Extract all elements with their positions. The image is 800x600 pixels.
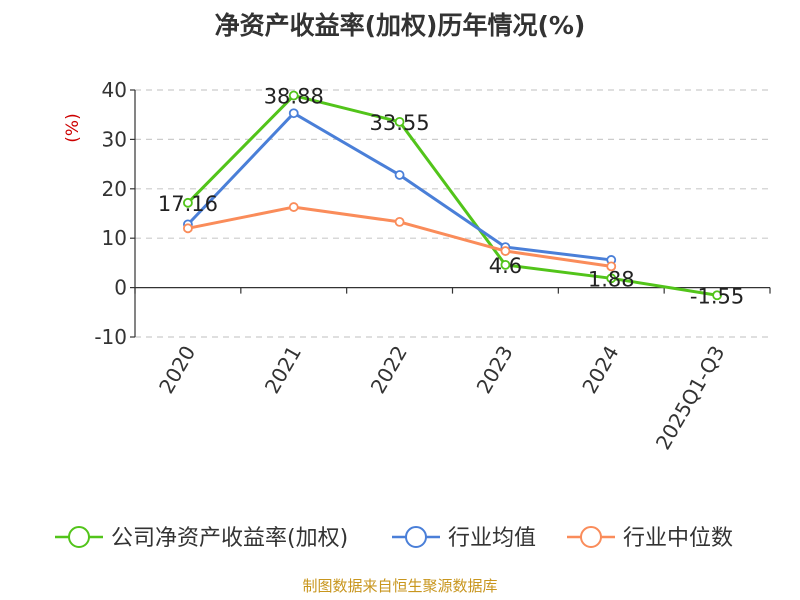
series-line	[187, 205, 612, 268]
y-tick-label: 40	[102, 78, 127, 102]
series-2	[183, 202, 617, 272]
x-tick-label: 2023	[472, 342, 518, 398]
data-label: 1.88	[588, 267, 635, 291]
y-tick-label: -10	[94, 325, 127, 349]
data-point	[712, 290, 722, 301]
data-point	[394, 170, 405, 180]
y-axis-label: (%)	[63, 113, 83, 142]
x-tick-label: 2022	[366, 342, 412, 398]
chart-title: 净资产收益率(加权)历年情况(%)	[214, 11, 586, 40]
legend-marker	[68, 526, 90, 548]
data-point	[288, 90, 299, 101]
legend: 公司净资产收益率(加权) 行业均值 行业中位数	[55, 526, 733, 551]
data-label: 17.16	[158, 192, 218, 216]
data-label: 38.88	[264, 85, 324, 109]
legend-label: 公司净资产收益率(加权)	[111, 526, 348, 551]
x-tick-label: 2020	[154, 342, 200, 398]
series-lines	[183, 90, 722, 301]
data-point	[394, 116, 405, 127]
x-tick-label: 2024	[577, 342, 623, 398]
x-tick-label: 2021	[260, 342, 306, 398]
y-tick-label: 0	[114, 276, 127, 300]
data-point	[288, 108, 299, 119]
data-label: 4.6	[489, 254, 522, 278]
legend-label: 行业均值	[448, 526, 536, 551]
y-tick-label: 10	[102, 226, 127, 250]
series-0	[183, 90, 722, 301]
x-tick-label: 2025Q1-Q3	[651, 342, 730, 454]
data-labels: 17.16 38.88 33.55 4.6 1.88 -1.55	[158, 85, 744, 309]
data-label: 33.55	[370, 111, 430, 135]
data-point	[500, 259, 511, 270]
series-1	[183, 108, 617, 265]
data-point	[288, 202, 299, 212]
data-point	[606, 273, 617, 284]
data-point	[183, 197, 193, 208]
y-tick-label: 20	[102, 177, 127, 201]
data-point	[183, 223, 193, 234]
legend-marker	[580, 526, 602, 548]
legend-marker	[405, 526, 427, 548]
data-label: -1.55	[690, 284, 744, 308]
source-note: 制图数据来自恒生聚源数据库	[302, 577, 498, 595]
grid-lines	[135, 89, 770, 338]
data-point	[394, 216, 405, 227]
data-point	[606, 261, 617, 272]
legend-label: 行业中位数	[623, 526, 733, 551]
data-point	[500, 246, 511, 256]
y-tick-label: 30	[102, 127, 127, 151]
series-line	[186, 94, 718, 297]
